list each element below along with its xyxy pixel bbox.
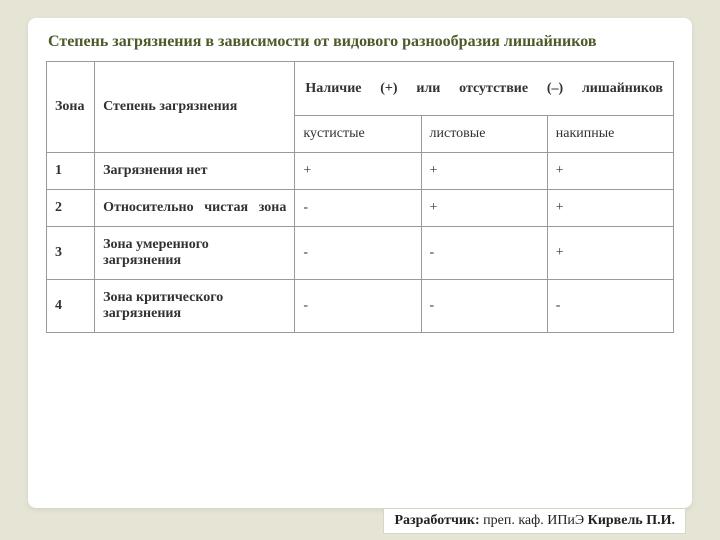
cell-fruticose: - [295, 279, 421, 332]
table-row: 3 Зона умеренного загрязнения - - + [47, 226, 674, 279]
table-row: 4 Зона критического загрязнения - - - [47, 279, 674, 332]
cell-degree: Зона умеренного загрязнения [95, 226, 295, 279]
footer-role: преп. каф. ИПиЭ [483, 513, 588, 528]
cell-zone: 1 [47, 152, 95, 189]
cell-fruticose: - [295, 226, 421, 279]
table-row: 1 Загрязнения нет + + + [47, 152, 674, 189]
col-sub-crustose: накипные [547, 115, 673, 152]
author-footer: Разработчик: преп. каф. ИПиЭ Кирвель П.И… [383, 508, 686, 534]
col-degree-header: Степень загрязнения [95, 61, 295, 152]
col-sub-fruticose: кустистые [295, 115, 421, 152]
lichen-pollution-table: Зона Степень загрязнения Наличие (+) или… [46, 61, 674, 333]
cell-crustose: - [547, 279, 673, 332]
cell-fruticose: + [295, 152, 421, 189]
cell-foliose: - [421, 279, 547, 332]
table-header-row-1: Зона Степень загрязнения Наличие (+) или… [47, 61, 674, 115]
cell-foliose: + [421, 189, 547, 226]
footer-name: Кирвель П.И. [588, 513, 675, 528]
cell-fruticose: - [295, 189, 421, 226]
col-zone-header: Зона [47, 61, 95, 152]
col-lichen-group-header: Наличие (+) или отсутствие (–) лишайнико… [295, 61, 674, 115]
cell-crustose: + [547, 189, 673, 226]
col-sub-foliose: листовые [421, 115, 547, 152]
cell-foliose: + [421, 152, 547, 189]
cell-foliose: - [421, 226, 547, 279]
cell-degree: Зона критического загрязнения [95, 279, 295, 332]
cell-zone: 3 [47, 226, 95, 279]
table-row: 2 Относительно чистая зона - + + [47, 189, 674, 226]
cell-degree: Относительно чистая зона [95, 189, 295, 226]
cell-crustose: + [547, 226, 673, 279]
cell-zone: 4 [47, 279, 95, 332]
slide-card: Степень загрязнения в зависимости от вид… [28, 18, 692, 508]
cell-zone: 2 [47, 189, 95, 226]
cell-degree: Загрязнения нет [95, 152, 295, 189]
cell-crustose: + [547, 152, 673, 189]
footer-label: Разработчик: [394, 513, 479, 528]
slide-title: Степень загрязнения в зависимости от вид… [48, 32, 674, 53]
